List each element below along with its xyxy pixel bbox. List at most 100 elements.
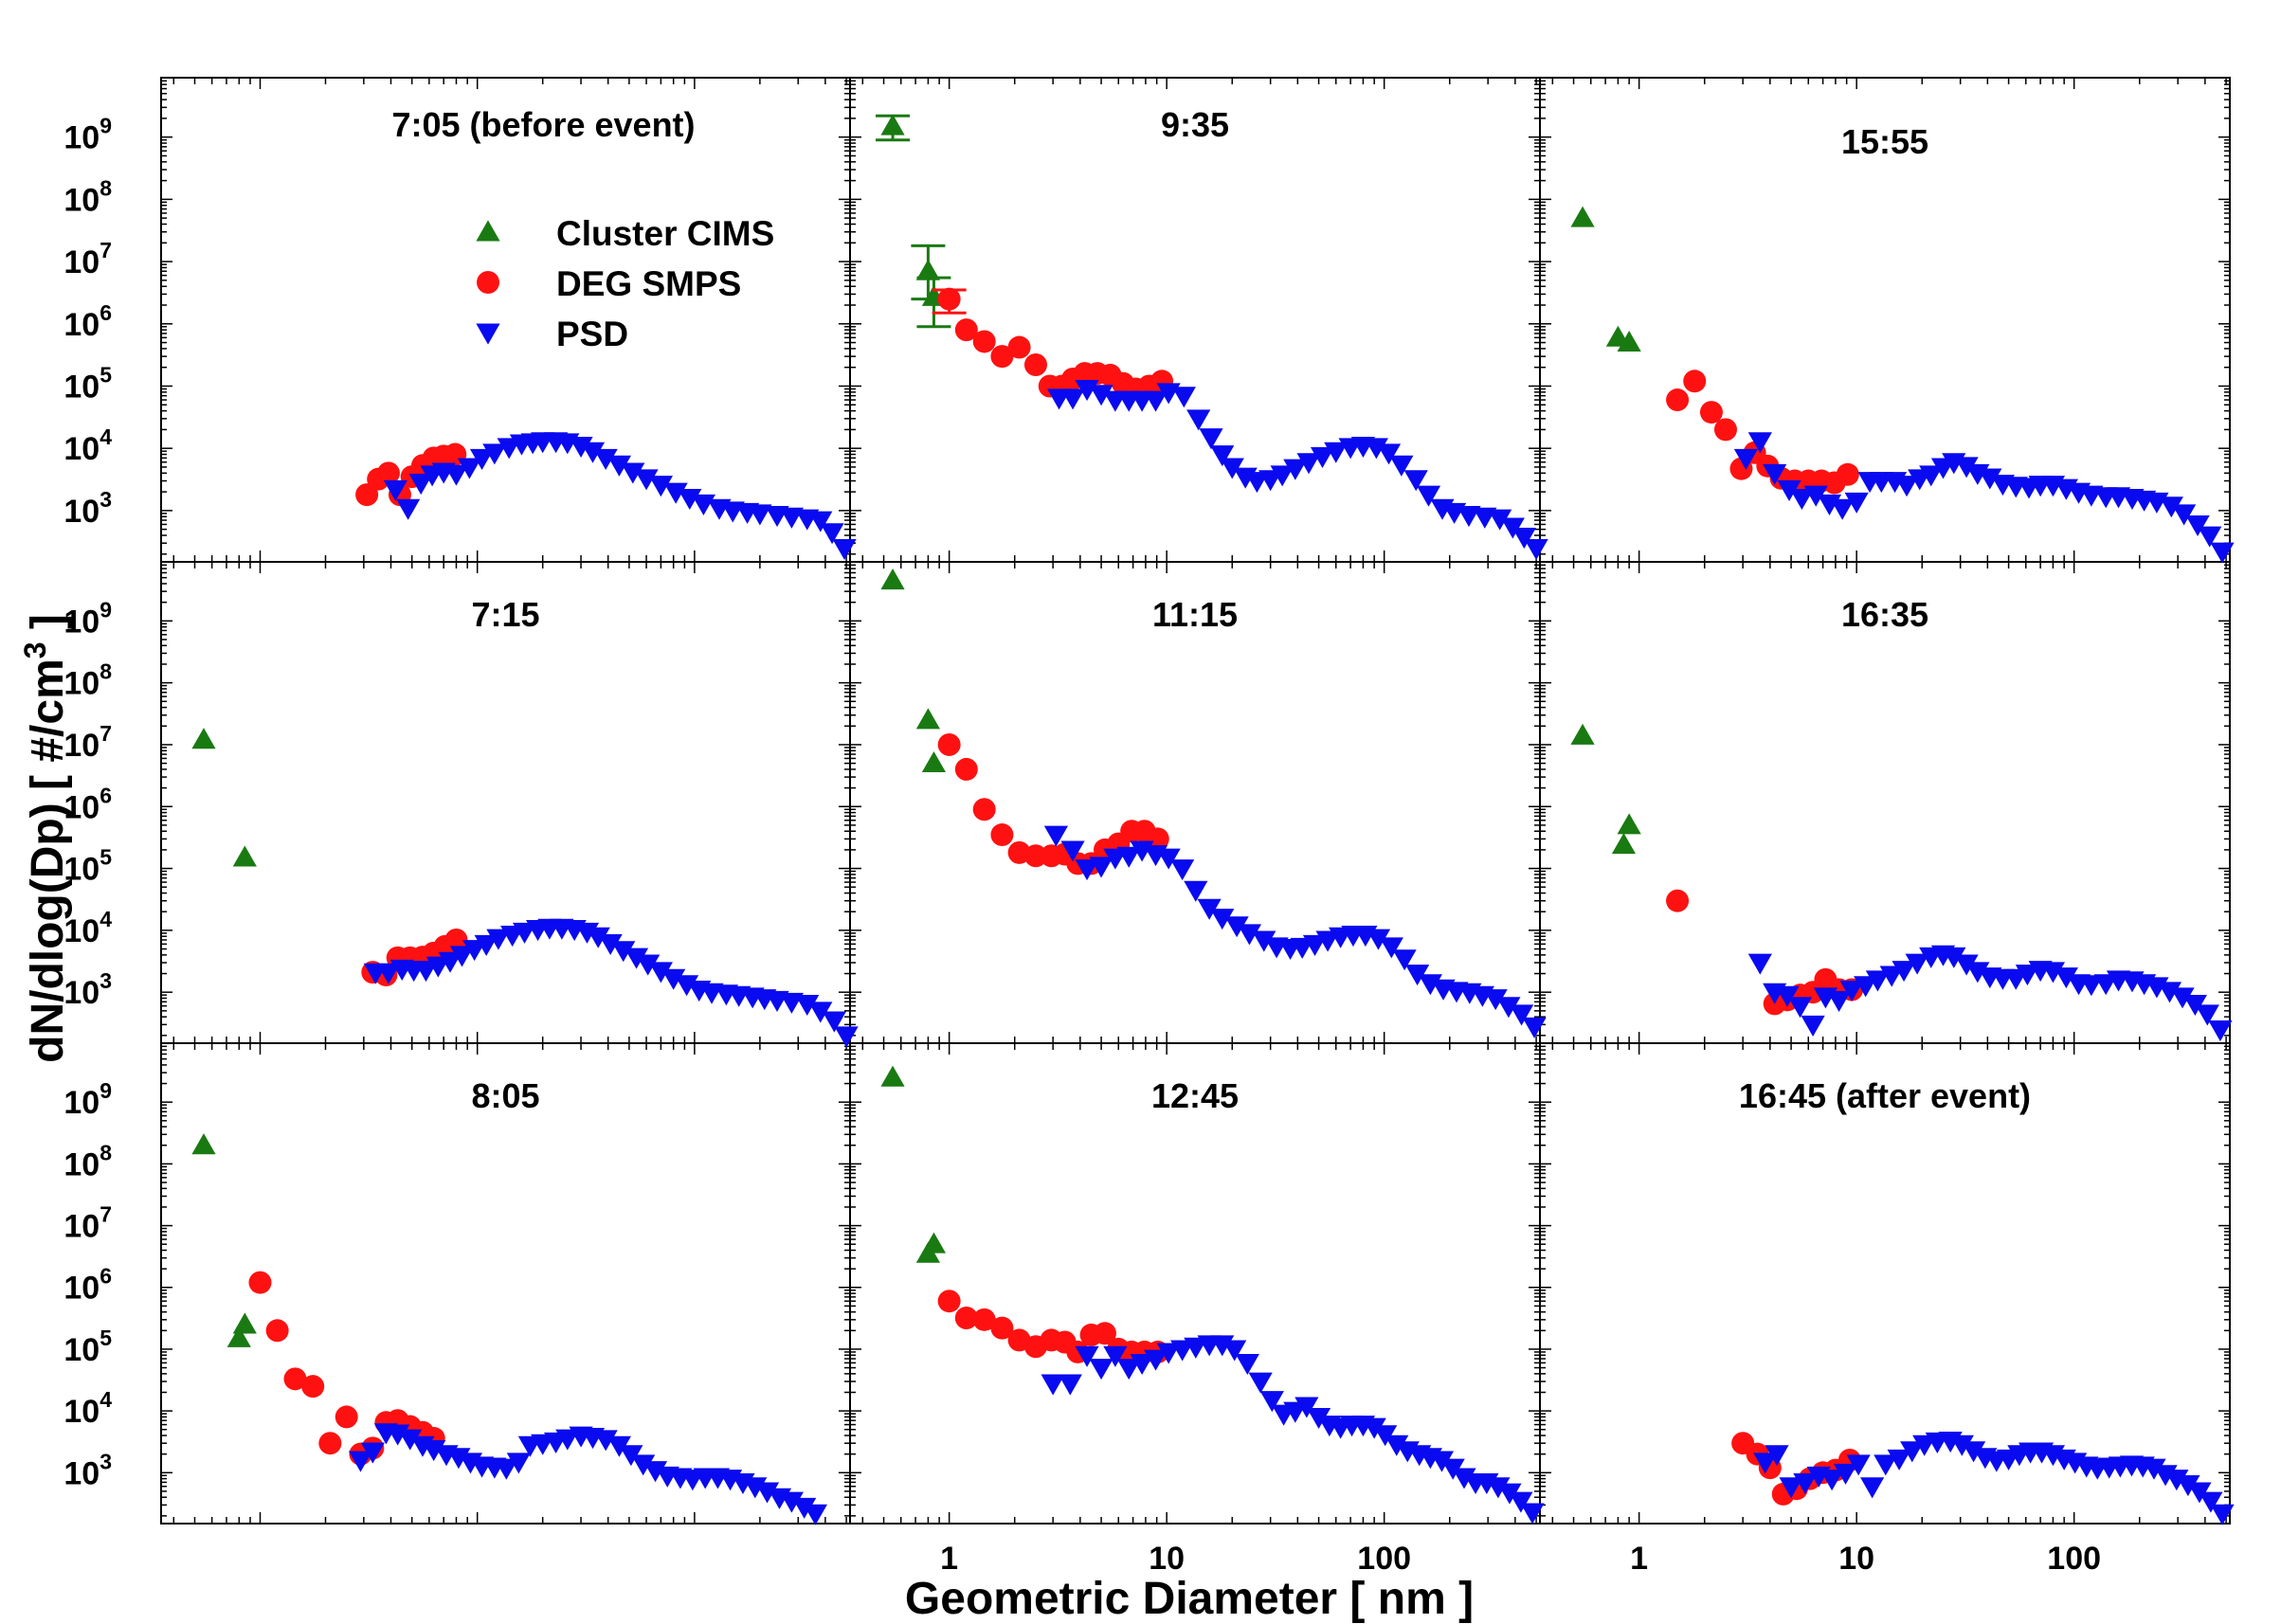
panel-marks-7-15	[191, 728, 859, 1048]
data-point-psd	[1854, 976, 1878, 998]
data-point-psd	[1060, 840, 1085, 862]
data-point-psd	[1222, 1340, 1247, 1362]
data-point-psd	[1156, 1343, 1181, 1364]
y-tick-exponent: 4	[100, 1387, 112, 1412]
y-tick-label: 106	[63, 1264, 112, 1307]
data-point-psd	[1965, 962, 1990, 983]
data-point-psd	[1259, 1391, 1284, 1413]
data-point-deg-smps	[1683, 370, 1707, 393]
y-tick-label: 103	[63, 1449, 112, 1491]
x-axis-label: Geometric Diameter [ nm ]	[905, 1574, 1474, 1624]
panels-layer: 1031041051061071081091031041051061071081…	[63, 77, 2231, 1577]
y-tick-exponent: 3	[100, 968, 112, 993]
data-point-psd	[2040, 962, 2066, 983]
y-tick-base: 10	[63, 975, 100, 1011]
y-tick-exponent: 6	[100, 1264, 112, 1289]
data-point-deg-smps	[1699, 401, 1723, 424]
data-point-cluster-cims	[226, 1326, 251, 1347]
data-point-psd	[1747, 432, 1772, 454]
data-point-psd	[1197, 898, 1222, 920]
panel-border	[849, 561, 1541, 1044]
data-point-psd	[444, 464, 469, 486]
data-point-psd	[808, 511, 833, 532]
data-point-cluster-cims	[1617, 330, 1641, 352]
y-tick-label: 104	[63, 1387, 112, 1430]
data-point-psd	[1224, 916, 1249, 938]
y-tick-base: 10	[63, 1146, 100, 1182]
data-point-psd	[1833, 1463, 1858, 1485]
y-tick-base: 10	[63, 1332, 100, 1368]
data-point-deg-smps	[318, 1432, 342, 1455]
data-point-deg-smps	[937, 1290, 961, 1313]
data-point-psd	[2185, 514, 2210, 537]
data-point-deg-smps	[1023, 844, 1047, 868]
series-psd	[383, 432, 857, 561]
data-point-psd	[1509, 1491, 1533, 1513]
data-point-psd	[1283, 459, 1308, 480]
data-point-psd	[408, 474, 433, 496]
data-point-deg-smps	[937, 287, 961, 311]
panel-title: 12:45	[1151, 1076, 1239, 1115]
data-point-psd	[1075, 1345, 1099, 1367]
data-point-deg-smps	[444, 928, 468, 951]
panel-marks-7-05-before-event	[355, 432, 857, 561]
x-tick-label: 1	[940, 1541, 958, 1577]
data-point-psd	[383, 479, 407, 501]
data-point-cluster-cims	[1570, 723, 1595, 745]
data-point-psd	[506, 1453, 531, 1474]
y-tick-base: 10	[63, 913, 100, 949]
data-point-deg-smps	[954, 757, 978, 781]
data-point-psd	[376, 963, 401, 984]
data-point-psd	[624, 947, 649, 969]
y-tick-base: 10	[63, 120, 100, 156]
y-tick-exponent: 8	[100, 175, 112, 200]
y-tick-exponent: 9	[100, 114, 112, 138]
series-deg-smps	[937, 1290, 1169, 1363]
series-psd	[363, 918, 859, 1048]
data-point-psd	[1156, 848, 1181, 870]
data-point-psd	[1819, 1470, 1844, 1491]
y-tick-exponent: 7	[100, 1202, 112, 1227]
data-point-psd	[820, 523, 844, 545]
data-point-psd	[1294, 1397, 1319, 1418]
y-axis-label: dN/dlog(Dp) [ #/cm3 ]	[18, 614, 73, 1063]
data-point-deg-smps	[1023, 352, 1047, 376]
y-tick-base: 10	[63, 789, 100, 825]
data-point-psd	[1961, 1441, 1986, 1463]
series-deg-smps	[1666, 370, 1859, 495]
data-point-psd	[580, 442, 606, 463]
data-point-psd	[1942, 947, 1966, 968]
data-point-psd	[1324, 442, 1349, 463]
y-axis-label-end: ]	[23, 614, 73, 641]
data-point-psd	[2208, 1020, 2233, 1042]
data-point-deg-smps	[1713, 418, 1737, 442]
data-point-cluster-cims	[880, 114, 905, 135]
data-point-cluster-cims	[880, 1065, 905, 1087]
y-tick-label: 109	[63, 1078, 112, 1121]
y-tick-base: 10	[63, 1209, 100, 1245]
data-point-psd	[1801, 1015, 1825, 1037]
y-axis-label-superscript: 3	[18, 641, 52, 659]
data-point-psd	[621, 462, 645, 484]
data-point-psd	[593, 1430, 618, 1452]
series-cluster-cims	[1570, 723, 1641, 855]
data-point-psd	[1787, 997, 1813, 1019]
series-psd	[1041, 1335, 1545, 1525]
data-point-psd	[2198, 526, 2222, 548]
data-point-deg-smps	[1007, 335, 1031, 359]
data-point-psd	[2195, 1004, 2219, 1026]
panel-title: 9:35	[1161, 105, 1229, 144]
data-point-psd	[1252, 930, 1276, 952]
series-cluster-cims	[880, 568, 947, 773]
data-point-psd	[1235, 1353, 1259, 1375]
data-point-psd	[1075, 859, 1099, 881]
data-point-psd	[2182, 994, 2207, 1017]
data-point-psd	[2157, 982, 2182, 1003]
data-point-psd	[1846, 1454, 1871, 1476]
data-point-psd	[569, 437, 593, 459]
x-tick-label: 10	[1838, 1541, 1874, 1577]
y-tick-base: 10	[63, 852, 100, 888]
panel-title: 7:15	[471, 595, 539, 634]
legend: Cluster CIMS DEG SMPS PSD	[476, 214, 774, 353]
panel-title: 16:35	[1841, 595, 1928, 634]
